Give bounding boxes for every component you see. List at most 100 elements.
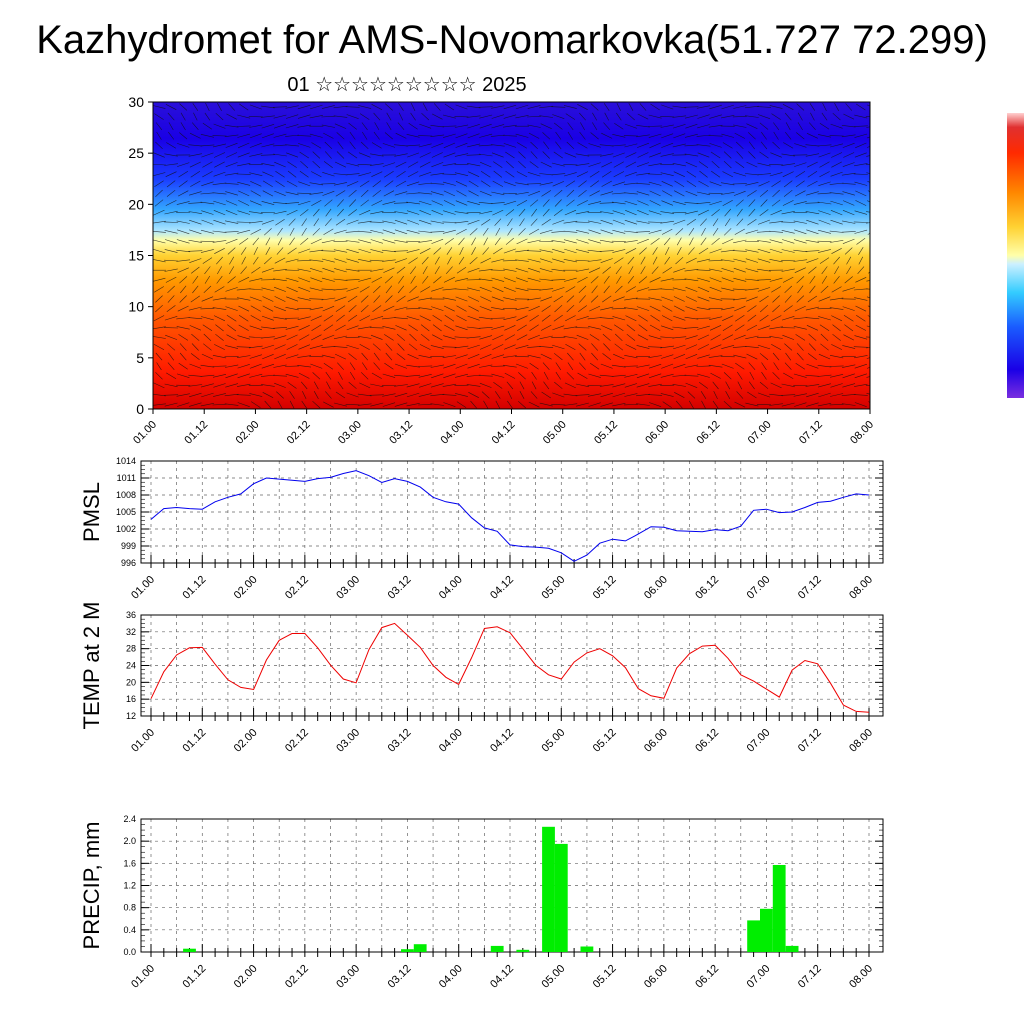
wind-arrow — [639, 247, 647, 255]
wind-arrow — [866, 366, 870, 369]
wind-arrow — [648, 297, 662, 301]
wind-arrow — [599, 384, 614, 387]
wind-arrow — [712, 227, 719, 236]
wind-arrow — [335, 305, 346, 312]
wind-arrow — [434, 256, 440, 265]
wind-arrow — [312, 400, 321, 409]
y-tick-label: 10 — [128, 299, 144, 315]
wind-arrow — [759, 209, 769, 217]
wind-arrow — [817, 374, 832, 377]
wind-arrow — [661, 181, 673, 187]
precip-bar — [580, 946, 594, 952]
wind-arrow — [723, 160, 732, 169]
wind-arrow — [176, 373, 190, 378]
x-tick-label: 01.12 — [180, 727, 208, 755]
wind-arrow — [542, 132, 551, 140]
wind-arrow — [685, 123, 698, 129]
wind-arrow — [397, 343, 405, 351]
x-tick-label: 01.12 — [180, 574, 208, 602]
wind-arrow — [153, 105, 166, 109]
wind-arrow — [711, 170, 721, 178]
wind-arrow — [613, 171, 625, 178]
wind-arrow — [697, 124, 710, 129]
wind-arrow — [712, 381, 719, 390]
wind-arrow — [661, 354, 674, 359]
wind-arrow — [337, 141, 344, 150]
wind-arrow — [372, 305, 382, 312]
wind-arrow — [866, 126, 870, 128]
wind-arrow — [177, 267, 189, 273]
x-tick-label: 07.12 — [796, 574, 824, 602]
wind-arrow — [541, 314, 551, 322]
wind-arrow — [407, 296, 419, 302]
wind-arrow — [772, 304, 781, 313]
wind-arrow — [337, 208, 344, 217]
wind-arrow — [757, 240, 771, 243]
wind-arrow — [205, 102, 210, 112]
wind-arrow — [309, 115, 323, 119]
wind-arrow — [515, 277, 529, 283]
wind-arrow — [262, 171, 274, 177]
wind-arrow — [323, 362, 334, 370]
wind-arrow — [236, 355, 251, 358]
wind-arrow — [455, 181, 468, 187]
x-tick-label: 05.12 — [592, 419, 620, 447]
wind-arrow — [652, 256, 658, 265]
wind-arrow — [637, 152, 649, 158]
wind-arrow — [661, 325, 674, 331]
wind-arrow — [805, 153, 820, 157]
wind-arrow — [673, 315, 686, 321]
wind-arrow — [563, 259, 578, 263]
wind-arrow — [662, 190, 673, 197]
wind-arrow — [153, 336, 166, 339]
wind-arrow — [212, 403, 227, 406]
wind-arrow — [504, 344, 516, 350]
wind-arrow — [495, 391, 501, 399]
wind-arrow — [867, 181, 870, 183]
wind-arrow — [418, 297, 432, 301]
wind-arrow — [542, 208, 550, 217]
wind-arrow — [507, 390, 513, 400]
wind-arrow — [563, 105, 577, 109]
wind-arrow — [809, 275, 816, 284]
wind-arrow — [286, 344, 298, 350]
wind-arrow — [846, 256, 852, 265]
wind-arrow — [575, 394, 590, 396]
wind-arrow — [430, 393, 445, 397]
wind-arrow — [333, 115, 348, 118]
wind-arrow — [491, 307, 505, 311]
wind-arrow — [503, 286, 516, 292]
wind-arrow — [503, 200, 517, 206]
wind-arrow — [829, 404, 844, 406]
wind-arrow — [153, 239, 166, 244]
wind-arrow — [252, 237, 260, 246]
y-tick-label: 2.4 — [123, 814, 136, 824]
wind-arrow — [527, 258, 541, 263]
wind-arrow — [818, 229, 831, 234]
wind-arrow — [676, 237, 682, 246]
wind-arrow — [334, 353, 347, 360]
wind-arrow — [164, 163, 178, 166]
wind-arrow — [408, 257, 418, 264]
wind-arrow — [831, 161, 842, 168]
wind-arrow — [530, 391, 538, 399]
wind-arrow — [612, 316, 626, 321]
wind-arrow — [297, 104, 311, 110]
wind-arrow — [732, 116, 747, 118]
wind-arrow — [722, 142, 733, 149]
wind-arrow — [794, 402, 807, 407]
wind-arrow — [239, 103, 249, 111]
wind-arrow — [805, 144, 820, 147]
y-tick-label: 30 — [128, 94, 144, 110]
wind-arrow — [372, 180, 382, 188]
wind-arrow — [745, 335, 759, 340]
wind-arrow — [529, 314, 539, 322]
wind-arrow — [213, 315, 226, 322]
wind-arrow — [636, 220, 650, 224]
wind-arrow — [756, 106, 772, 108]
wind-arrow — [551, 173, 566, 176]
wind-arrow — [490, 365, 505, 367]
wind-arrow — [310, 334, 322, 341]
wind-arrow — [531, 208, 538, 217]
wind-arrow — [614, 122, 624, 130]
